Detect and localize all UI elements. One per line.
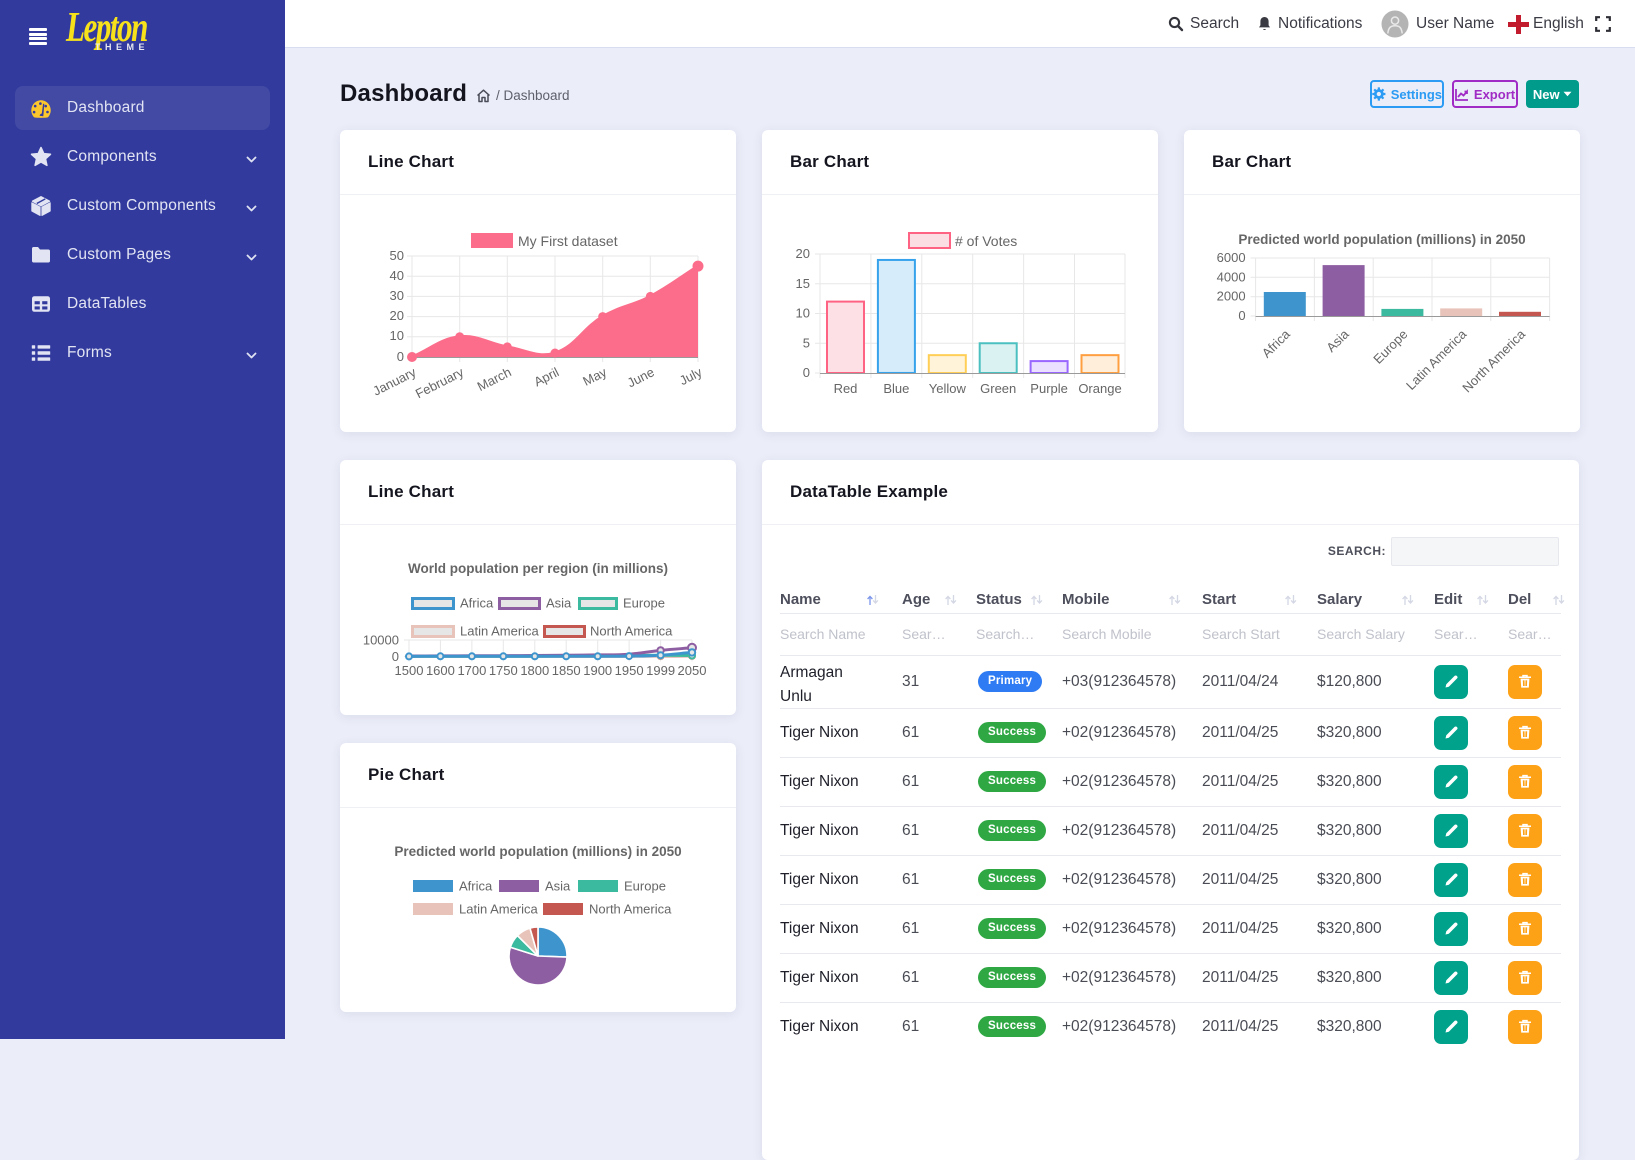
svg-text:Africa: Africa [459, 879, 493, 894]
svg-text:North America: North America [589, 902, 672, 917]
svg-text:0: 0 [803, 365, 810, 380]
svg-text:May: May [580, 364, 609, 389]
svg-text:Asia: Asia [546, 596, 572, 611]
svg-text:Predicted world population (mi: Predicted world population (millions) in… [394, 844, 681, 859]
svg-text:20: 20 [390, 308, 404, 323]
svg-text:Red: Red [834, 381, 858, 396]
svg-text:World population per region (i: World population per region (in millions… [408, 561, 668, 576]
svg-text:Yellow: Yellow [929, 381, 967, 396]
svg-text:North America: North America [590, 624, 673, 639]
svg-text:10000: 10000 [363, 633, 399, 648]
svg-text:0: 0 [1238, 308, 1245, 323]
svg-text:1900: 1900 [583, 663, 612, 678]
svg-text:June: June [625, 364, 657, 390]
svg-text:Europe: Europe [624, 879, 666, 894]
svg-text:July: July [677, 364, 705, 388]
svg-text:30: 30 [390, 288, 404, 303]
svg-text:# of Votes: # of Votes [955, 233, 1017, 249]
svg-text:1800: 1800 [520, 663, 549, 678]
svg-text:1500: 1500 [395, 663, 424, 678]
svg-text:1950: 1950 [615, 663, 644, 678]
svg-text:10: 10 [796, 306, 810, 321]
svg-text:March: March [475, 364, 514, 394]
svg-text:North America: North America [1459, 326, 1528, 395]
svg-text:January: January [370, 364, 418, 399]
svg-text:15: 15 [796, 276, 810, 291]
svg-text:6000: 6000 [1217, 250, 1246, 265]
svg-text:0: 0 [397, 349, 404, 364]
svg-text:Europe: Europe [1370, 327, 1410, 367]
svg-text:Orange: Orange [1078, 381, 1121, 396]
svg-text:Europe: Europe [623, 596, 665, 611]
svg-text:Blue: Blue [883, 381, 909, 396]
svg-text:1850: 1850 [552, 663, 581, 678]
svg-text:Latin America: Latin America [460, 624, 540, 639]
svg-text:2000: 2000 [1217, 289, 1246, 304]
svg-text:Africa: Africa [460, 596, 494, 611]
svg-text:5: 5 [803, 335, 810, 350]
svg-text:10: 10 [390, 328, 404, 343]
svg-text:Predicted world population (mi: Predicted world population (millions) in… [1238, 232, 1525, 247]
svg-text:Latin America: Latin America [459, 902, 539, 917]
svg-text:February: February [413, 364, 467, 401]
svg-text:50: 50 [390, 248, 404, 263]
svg-text:Asia: Asia [1323, 326, 1352, 355]
svg-text:Latin America: Latin America [1403, 326, 1470, 393]
svg-text:40: 40 [390, 268, 404, 283]
svg-text:April: April [531, 364, 561, 389]
svg-text:4000: 4000 [1217, 269, 1246, 284]
svg-text:1999: 1999 [646, 663, 675, 678]
svg-text:1750: 1750 [489, 663, 518, 678]
svg-text:Green: Green [980, 381, 1016, 396]
svg-text:My First dataset: My First dataset [518, 233, 618, 249]
svg-text:0: 0 [392, 649, 399, 664]
svg-text:Asia: Asia [545, 879, 571, 894]
svg-text:Africa: Africa [1259, 326, 1294, 361]
svg-text:1600: 1600 [426, 663, 455, 678]
svg-text:1700: 1700 [457, 663, 486, 678]
svg-text:Purple: Purple [1030, 381, 1068, 396]
svg-text:20: 20 [796, 246, 810, 261]
svg-text:2050: 2050 [678, 663, 707, 678]
